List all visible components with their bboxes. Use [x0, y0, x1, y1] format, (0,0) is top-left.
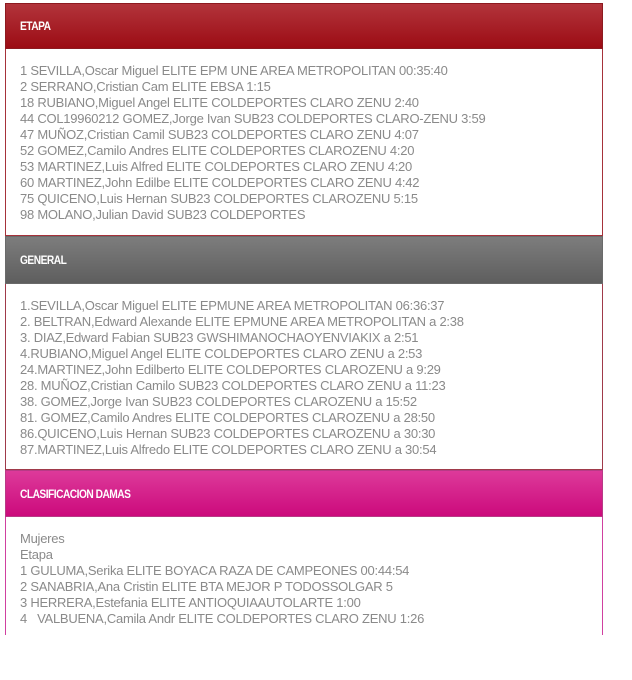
damas-results: Mujeres Etapa 1 GULUMA,Serika ELITE BOYA… — [5, 517, 603, 635]
result-line: 24.MARTINEZ,John Edilberto ELITE COLDEPO… — [20, 362, 441, 377]
result-line: 1 GULUMA,Serika ELITE BOYACA RAZA DE CAM… — [20, 563, 410, 578]
etapa-header: ETAPA — [5, 3, 603, 49]
general-header: GENERAL — [5, 236, 603, 284]
etapa-panel: ETAPA 1 SEVILLA,Oscar Miguel ELITE EPM U… — [5, 3, 603, 236]
category-label: Mujeres — [20, 531, 65, 546]
general-panel: GENERAL 1.SEVILLA,Oscar Miguel ELITE EPM… — [5, 236, 603, 470]
damas-title: CLASIFICACION DAMAS — [20, 486, 131, 501]
result-line: 47 MUÑOZ,Cristian Camil SUB23 COLDEPORTE… — [20, 127, 419, 142]
general-results: 1.SEVILLA,Oscar Miguel ELITE EPMUNE AREA… — [5, 284, 603, 470]
result-line: 53 MARTINEZ,Luis Alfred ELITE COLDEPORTE… — [20, 159, 413, 174]
result-line: 1.SEVILLA,Oscar Miguel ELITE EPMUNE AREA… — [20, 298, 445, 313]
result-line: 2 SERRANO,Cristian Cam ELITE EBSA 1:15 — [20, 79, 271, 94]
result-line: 4 VALBUENA,Camila Andr ELITE COLDEPORTES… — [20, 611, 425, 626]
result-line: 52 GOMEZ,Camilo Andres ELITE COLDEPORTES… — [20, 143, 415, 158]
etapa-title: ETAPA — [20, 19, 51, 33]
result-line: 81. GOMEZ,Camilo Andres ELITE COLDEPORTE… — [20, 410, 435, 425]
result-line: 86.QUICENO,Luis Hernan SUB23 COLDEPORTES… — [20, 426, 436, 441]
etapa-results: 1 SEVILLA,Oscar Miguel ELITE EPM UNE ARE… — [5, 49, 603, 236]
result-line: 44 COL19960212 GOMEZ,Jorge Ivan SUB23 CO… — [20, 111, 486, 126]
result-line: 87.MARTINEZ,Luis Alfredo ELITE COLDEPORT… — [20, 442, 437, 457]
general-title: GENERAL — [20, 253, 67, 267]
result-line: 4.RUBIANO,Miguel Angel ELITE COLDEPORTES… — [20, 346, 423, 361]
result-line: 2. BELTRAN,Edward Alexande ELITE EPMUNE … — [20, 314, 464, 329]
damas-header: CLASIFICACION DAMAS — [5, 470, 603, 517]
subcategory-label: Etapa — [20, 547, 53, 562]
result-line: 38. GOMEZ,Jorge Ivan SUB23 COLDEPORTES C… — [20, 394, 417, 409]
damas-panel: CLASIFICACION DAMAS Mujeres Etapa 1 GULU… — [5, 470, 603, 635]
result-line: 2 SANABRIA,Ana Cristin ELITE BTA MEJOR P… — [20, 579, 393, 594]
result-line: 3. DIAZ,Edward Fabian SUB23 GWSHIMANOCHA… — [20, 330, 419, 345]
result-line: 1 SEVILLA,Oscar Miguel ELITE EPM UNE ARE… — [20, 63, 448, 78]
result-line: 60 MARTINEZ,John Edilbe ELITE COLDEPORTE… — [20, 175, 420, 190]
result-line: 98 MOLANO,Julian David SUB23 COLDEPORTES — [20, 207, 306, 222]
result-line: 28. MUÑOZ,Cristian Camilo SUB23 COLDEPOR… — [20, 378, 446, 393]
result-line: 3 HERRERA,Estefania ELITE ANTIOQUIAAUTOL… — [20, 595, 361, 610]
result-line: 18 RUBIANO,Miguel Angel ELITE COLDEPORTE… — [20, 95, 419, 110]
result-line: 75 QUICENO,Luis Hernan SUB23 COLDEPORTES… — [20, 191, 418, 206]
